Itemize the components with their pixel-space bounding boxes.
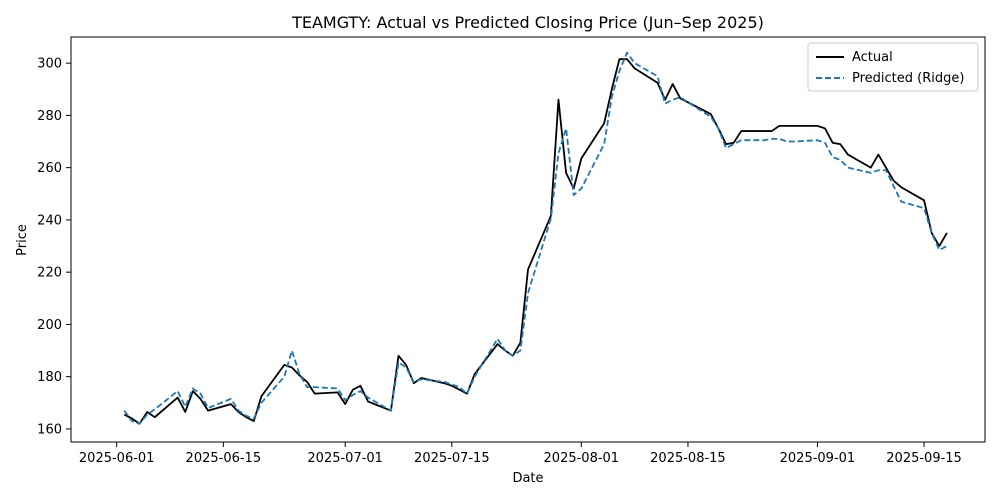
x-tick-label: 2025-07-01 xyxy=(307,451,383,466)
y-axis: 160 180 200 220 240 260 280 300 xyxy=(37,57,71,437)
x-tick-label: 2025-09-01 xyxy=(780,451,856,466)
legend: Actual Predicted (Ridge) xyxy=(807,42,979,92)
x-axis: 2025-06-01 2025-06-15 2025-07-01 2025-07-15… xyxy=(79,442,962,466)
y-tick-label: 160 xyxy=(37,422,62,437)
x-tick-label: 2025-06-15 xyxy=(186,451,262,466)
chart-title: TEAMGTY: Actual vs Predicted Closing Pri… xyxy=(291,13,764,32)
y-tick-label: 200 xyxy=(37,318,62,333)
legend-box xyxy=(807,42,979,92)
series-layer xyxy=(123,51,948,425)
x-tick-label: 2025-08-15 xyxy=(650,451,726,466)
y-tick-label: 260 xyxy=(37,161,62,176)
plot-area xyxy=(71,37,985,442)
y-tick-label: 240 xyxy=(37,213,62,228)
plot-frame xyxy=(70,36,986,443)
legend-label-actual: Actual xyxy=(852,50,893,65)
x-tick-label: 2025-06-01 xyxy=(79,451,155,466)
x-tick-label: 2025-09-15 xyxy=(886,451,962,466)
x-tick-label: 2025-07-15 xyxy=(414,451,490,466)
y-tick-label: 300 xyxy=(37,57,62,72)
series-predicted-line xyxy=(123,51,948,425)
y-tick-label: 180 xyxy=(37,370,62,385)
x-tick-label: 2025-08-01 xyxy=(544,451,620,466)
series-actual-line xyxy=(123,58,948,425)
x-axis-label: Date xyxy=(512,471,543,486)
y-axis-label: Price xyxy=(15,224,30,256)
y-tick-label: 220 xyxy=(37,266,62,281)
legend-label-predicted: Predicted (Ridge) xyxy=(852,71,964,86)
y-tick-label: 280 xyxy=(37,109,62,124)
